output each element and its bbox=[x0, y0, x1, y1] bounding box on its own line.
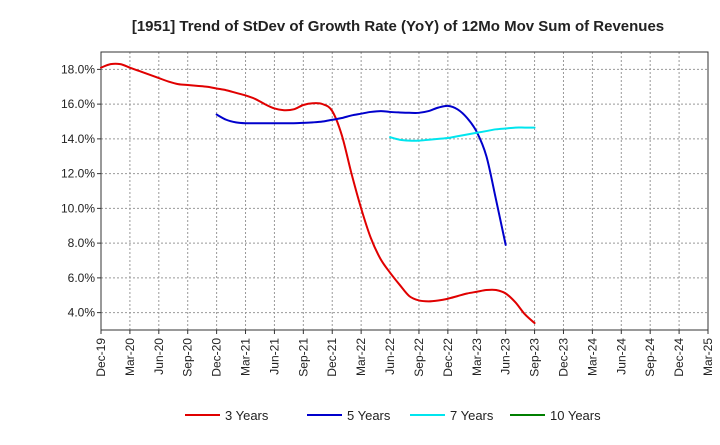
y-tick-label: 8.0% bbox=[68, 236, 96, 250]
x-tick-label: Jun-23 bbox=[499, 338, 513, 375]
legend-label: 5 Years bbox=[347, 408, 391, 423]
x-axis: Dec-19 Mar-20 Jun-20 Sep-20 Dec-20 Mar-21 Jun-… bbox=[94, 330, 715, 377]
x-tick-label: Sep-21 bbox=[296, 338, 310, 377]
y-tick-label: 16.0% bbox=[61, 97, 95, 111]
x-tick-label: Dec-19 bbox=[94, 338, 108, 377]
legend-label: 3 Years bbox=[225, 408, 269, 423]
y-tick-label: 4.0% bbox=[68, 306, 96, 320]
y-tick-label: 12.0% bbox=[61, 167, 95, 181]
x-tick-label: Sep-23 bbox=[528, 338, 542, 377]
x-tick-label: Mar-25 bbox=[701, 338, 715, 376]
series-line-7-years bbox=[389, 126, 536, 142]
grid-layer bbox=[101, 52, 708, 330]
x-tick-label: Jun-22 bbox=[383, 338, 397, 375]
series-line-3-years bbox=[100, 62, 536, 325]
x-tick-label: Dec-24 bbox=[672, 338, 686, 377]
x-tick-label: Dec-20 bbox=[210, 338, 224, 377]
x-tick-label: Mar-23 bbox=[470, 338, 484, 376]
x-tick-label: Jun-21 bbox=[267, 338, 281, 375]
y-tick-label: 6.0% bbox=[68, 271, 96, 285]
x-tick-label: Mar-22 bbox=[354, 338, 368, 376]
x-tick-label: Jun-20 bbox=[152, 338, 166, 375]
y-axis: 4.0% 6.0% 8.0% 10.0% 12.0% 14.0% 16.0% 18.0% bbox=[61, 62, 101, 320]
y-tick-label: 18.0% bbox=[61, 62, 95, 76]
y-tick-label: 10.0% bbox=[61, 201, 95, 215]
legend-label: 7 Years bbox=[450, 408, 494, 423]
x-tick-label: Dec-21 bbox=[325, 338, 339, 377]
plot-frame bbox=[100, 51, 709, 331]
chart-title: [1951] Trend of StDev of Growth Rate (Yo… bbox=[132, 18, 664, 35]
x-tick-label: Mar-24 bbox=[585, 338, 599, 376]
series-layer bbox=[100, 62, 536, 325]
x-tick-label: Dec-23 bbox=[556, 338, 570, 377]
series-line-5-years bbox=[215, 104, 507, 246]
legend-label: 10 Years bbox=[550, 408, 601, 423]
x-tick-label: Sep-20 bbox=[181, 338, 195, 377]
x-tick-label: Mar-21 bbox=[239, 338, 253, 376]
y-tick-label: 14.0% bbox=[61, 132, 95, 146]
x-tick-label: Dec-22 bbox=[441, 338, 455, 377]
legend: 3 Years 5 Years 7 Years 10 Years bbox=[185, 408, 601, 423]
x-tick-label: Mar-20 bbox=[123, 338, 137, 376]
x-tick-label: Sep-22 bbox=[412, 338, 426, 377]
x-tick-label: Jun-24 bbox=[614, 338, 628, 375]
x-tick-label: Sep-24 bbox=[643, 338, 657, 377]
